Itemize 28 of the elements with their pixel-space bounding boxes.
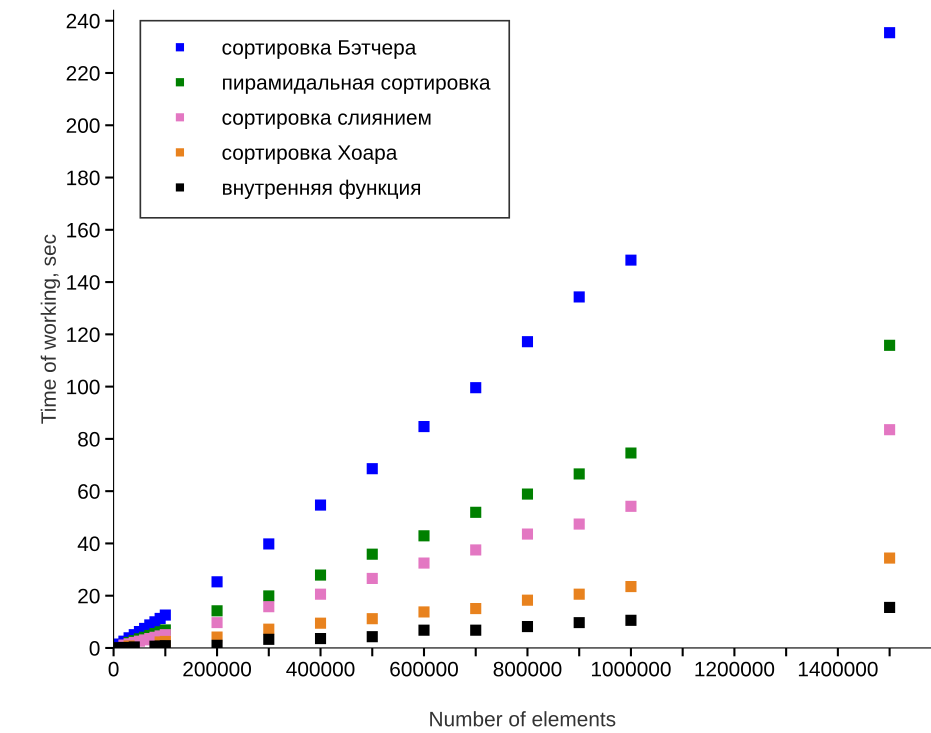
y-tick-label: 200 xyxy=(66,118,100,134)
x-tick-label: 1200000 xyxy=(695,662,774,676)
x-tick-label: 600000 xyxy=(390,662,458,676)
y-tick-label: 0 xyxy=(90,640,100,656)
y-tick-label: 20 xyxy=(78,588,100,604)
x-tick-label: 0 xyxy=(108,662,119,676)
x-tick-label: 800000 xyxy=(494,662,562,676)
y-tick-label: 240 xyxy=(66,14,100,28)
y-tick-label: 120 xyxy=(67,327,100,342)
y-tick-label: 140 xyxy=(67,275,100,290)
legend-label: пирамидальная сортировка xyxy=(223,78,491,94)
x-axis-title: Number of elements xyxy=(430,711,616,726)
legend-label: внутренняя функция xyxy=(223,180,420,200)
x-tick-label: 1000000 xyxy=(592,662,671,676)
legend-label: сортировка Бэтчера xyxy=(222,40,416,59)
legend-label: сортировка Хоара xyxy=(222,145,398,164)
y-tick-label: 100 xyxy=(67,380,100,394)
y-tick-label: 40 xyxy=(78,536,100,552)
x-tick-label: 1400000 xyxy=(798,662,878,676)
y-tick-label: 80 xyxy=(78,432,100,447)
y-tick-label: 180 xyxy=(67,170,100,186)
y-axis-title: Time of working, sec xyxy=(40,234,60,424)
y-tick-label: 160 xyxy=(67,222,100,238)
y-tick-label: 60 xyxy=(78,484,100,499)
x-tick-label: 400000 xyxy=(286,662,354,676)
y-tick-label: 220 xyxy=(66,66,100,81)
x-tick-label: 200000 xyxy=(183,662,251,676)
legend-label: сортировка слиянием xyxy=(222,113,430,129)
